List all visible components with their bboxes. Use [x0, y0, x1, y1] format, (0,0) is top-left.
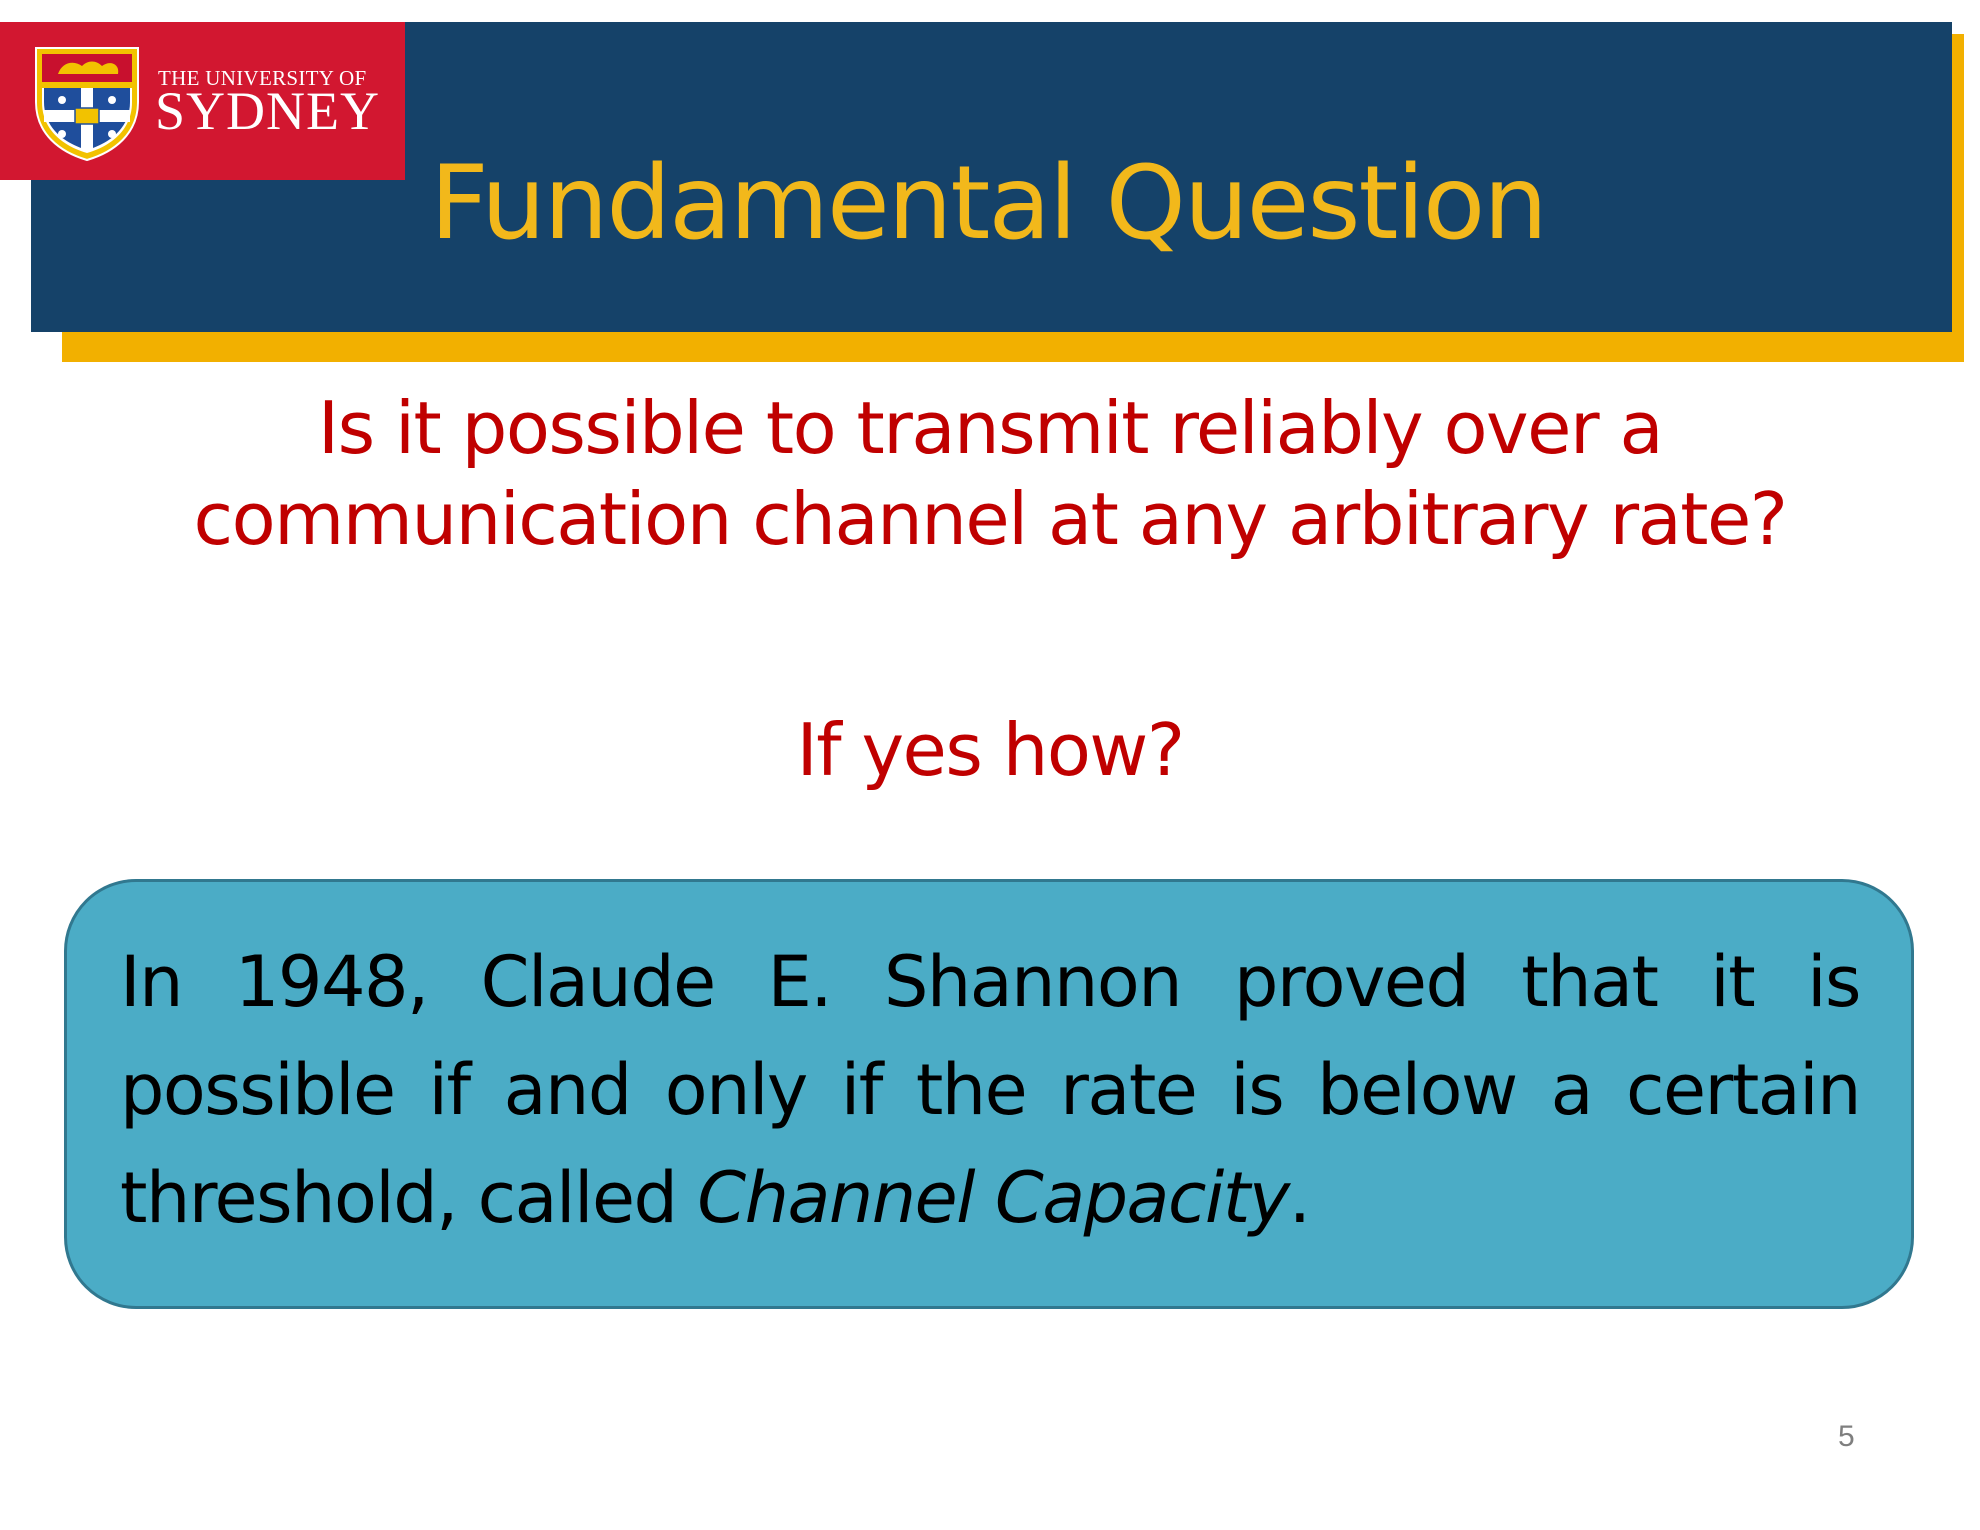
answer-box	[64, 879, 1914, 1309]
answer-text-end: .	[1288, 1157, 1311, 1239]
main-question: Is it possible to transmit reliably over…	[193, 386, 1788, 561]
answer-text-main: In 1948, Claude E. Shannon proved that i…	[120, 941, 1862, 1239]
logo-text-line1: THE UNIVERSITY OF	[158, 66, 367, 90]
slide-title: Fundamental Question	[430, 144, 1548, 263]
university-logo: THE UNIVERSITY OF SYDNEY	[0, 22, 405, 180]
answer-emphasis: Channel Capacity	[697, 1157, 1290, 1239]
follow-up-question: If yes how?	[796, 708, 1185, 792]
page-number: 5	[1838, 1420, 1855, 1453]
logo-text-line2: SYDNEY	[155, 81, 381, 141]
university-crest-icon	[35, 47, 139, 162]
answer-text: In 1948, Claude E. Shannon proved that i…	[120, 928, 1862, 1252]
